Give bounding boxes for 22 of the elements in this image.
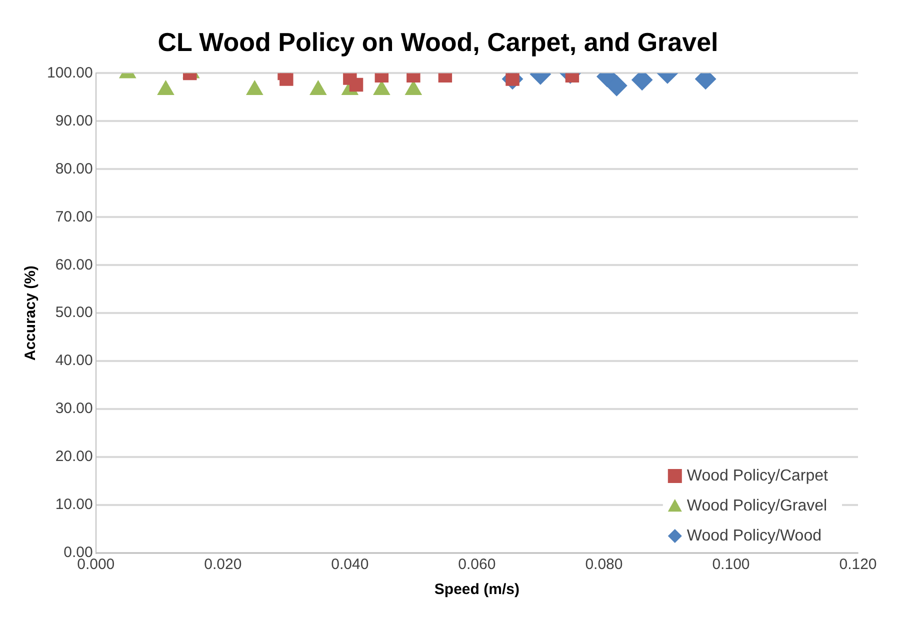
legend-label: Wood Policy/Carpet xyxy=(686,467,829,484)
x-tick-label: 0.020 xyxy=(204,556,242,574)
chart-title: CL Wood Policy on Wood, Carpet, and Gravel xyxy=(158,26,718,57)
x-axis-title: Speed (m/s) xyxy=(434,581,520,598)
x-tick-label: 0.040 xyxy=(331,556,369,574)
y-tick-label: 10.00 xyxy=(55,496,93,514)
x-tick-label: 0.120 xyxy=(839,556,877,574)
legend-label: Wood Policy/Wood xyxy=(686,527,822,544)
x-tick-label: 0.080 xyxy=(585,556,623,574)
x-tick-label: 0.100 xyxy=(712,556,750,574)
y-tick-label: 40.00 xyxy=(55,352,93,370)
y-tick-label: 90.00 xyxy=(55,112,93,130)
y-tick-label: 30.00 xyxy=(55,400,93,418)
y-axis-title: Accuracy (%) xyxy=(22,266,40,361)
y-tick-label: 50.00 xyxy=(55,304,93,322)
y-tick-label: 80.00 xyxy=(55,160,93,178)
y-tick-label: 70.00 xyxy=(55,208,93,226)
legend-label: Wood Policy/Gravel xyxy=(686,497,828,514)
x-tick-label: 0.060 xyxy=(458,556,496,574)
y-tick-label: 60.00 xyxy=(55,256,93,274)
y-tick-label: 20.00 xyxy=(55,448,93,466)
y-tick-label: 100.00 xyxy=(46,64,93,82)
